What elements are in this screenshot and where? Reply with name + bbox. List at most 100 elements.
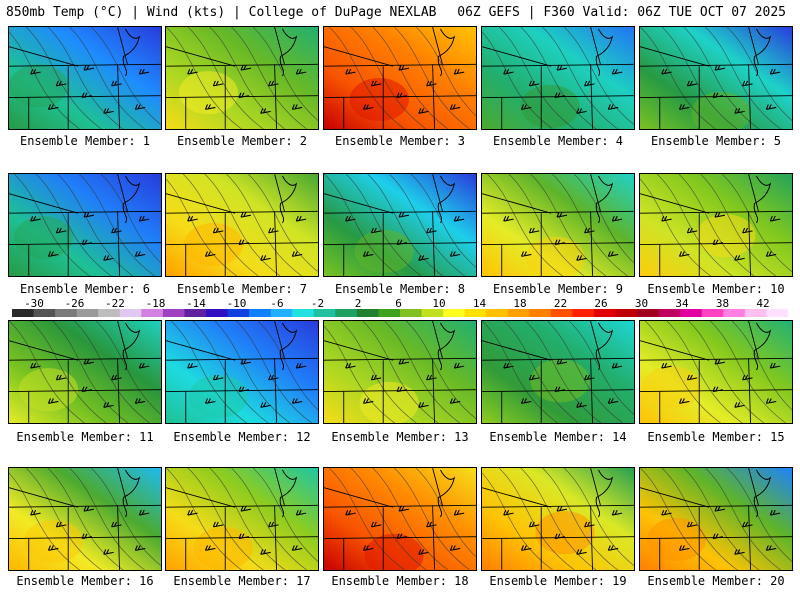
wind-barb (607, 545, 619, 551)
isotherm-line (90, 468, 161, 567)
lake-outline (122, 28, 141, 77)
colorbar-swatch (335, 309, 358, 317)
temperature-field-map (324, 27, 476, 129)
wind-barb (584, 80, 595, 87)
isotherm-line (57, 174, 134, 276)
warm-anomaly-area (691, 91, 751, 129)
isotherm-line (73, 321, 151, 423)
wind-barb (528, 374, 540, 381)
state-border (274, 174, 285, 212)
isotherm-line (568, 321, 634, 415)
wind-barb (398, 506, 409, 512)
wind-barb (734, 549, 745, 555)
wind-barb (554, 386, 566, 393)
isotherm-line (666, 321, 744, 423)
wind-barb (661, 509, 672, 516)
ensemble-member-label: Ensemble Member: 18 (331, 574, 469, 588)
isotherm-line (656, 174, 734, 276)
temperature-field-map (9, 174, 161, 276)
wind-barb (30, 509, 41, 516)
isotherm-line (498, 27, 576, 129)
wind-barb (238, 533, 250, 540)
colorbar-tick-label: 34 (675, 297, 689, 310)
isotherm-line (503, 321, 581, 423)
temperature-field-map (640, 27, 792, 129)
wind-barb (138, 215, 150, 222)
isotherm-line (661, 27, 739, 129)
isotherm-line (661, 468, 739, 570)
state-border (748, 468, 759, 506)
colorbar-tick-label: -2 (310, 297, 325, 310)
state-border (590, 505, 593, 570)
colorbar-swatch (637, 309, 660, 317)
wind-barb (453, 215, 465, 222)
warm-anomaly-area (188, 374, 248, 419)
colorbar-swatch (141, 309, 164, 317)
colorbar-swatch (292, 309, 315, 317)
wind-barb (134, 251, 146, 257)
warm-anomaly-area (535, 511, 595, 555)
wind-barb (449, 398, 461, 404)
ensemble-map-panel (323, 320, 477, 424)
temperature-field-map (324, 468, 476, 570)
wind-barb (576, 402, 587, 408)
wind-barb (204, 545, 216, 551)
wind-barb (103, 549, 114, 555)
lake-outline (437, 175, 456, 224)
isotherm-line (563, 468, 634, 567)
isotherm-line (230, 27, 308, 129)
wind-barb (661, 68, 672, 75)
state-border (117, 27, 128, 65)
ensemble-map-panel (323, 467, 477, 571)
colorbar-tick-label: -6 (270, 297, 284, 310)
temperature-field-map (166, 321, 318, 423)
wind-barb (398, 212, 409, 218)
wind-barb (55, 80, 67, 87)
wind-barb (370, 521, 382, 528)
wind-barb (212, 80, 224, 87)
wind-barb (81, 239, 93, 246)
colorbar-tick-label: -30 (24, 297, 44, 310)
isotherm-line (230, 468, 308, 570)
ensemble-member-label: Ensemble Member: 20 (647, 574, 785, 588)
wind-barb (47, 545, 59, 551)
isotherm-line (726, 468, 792, 562)
wind-barb (503, 215, 514, 222)
state-border (9, 193, 79, 214)
lake-outline (595, 28, 614, 77)
isotherm-line (482, 472, 554, 570)
wind-barb (765, 398, 777, 404)
wind-barb (426, 80, 437, 87)
ensemble-member-label: Ensemble Member: 3 (334, 134, 466, 148)
colorbar-swatch (443, 309, 466, 317)
wind-barb (418, 255, 429, 261)
isotherm-line (388, 174, 466, 276)
wind-barb (449, 251, 461, 257)
warm-anomaly-area (641, 366, 702, 410)
temperature-colorbar (12, 309, 788, 317)
wind-barb (520, 398, 532, 404)
colorbar-tick-label: 2 (354, 297, 362, 310)
wind-barb (345, 509, 356, 516)
state-border (482, 63, 634, 67)
colorbar-swatch (76, 309, 99, 317)
wind-barb (238, 92, 250, 99)
wind-barb (268, 227, 279, 234)
warm-anomaly-area (178, 71, 239, 115)
ensemble-member-label: Ensemble Member: 19 (489, 574, 627, 588)
warm-anomaly-area (525, 236, 585, 276)
wind-barb (55, 521, 67, 528)
isotherm-line (192, 321, 270, 423)
lake-outline (437, 469, 456, 518)
wind-barb (111, 374, 122, 381)
wind-barb (111, 80, 122, 87)
state-border (166, 487, 236, 508)
wind-barb (554, 239, 566, 246)
wind-barb (240, 359, 251, 365)
isotherm-line (209, 27, 286, 129)
state-border (748, 64, 751, 129)
wind-barb (362, 104, 374, 110)
colorbar-tick-label: 30 (634, 297, 649, 310)
isotherm-line (546, 321, 624, 423)
isotherm-line (372, 27, 449, 129)
